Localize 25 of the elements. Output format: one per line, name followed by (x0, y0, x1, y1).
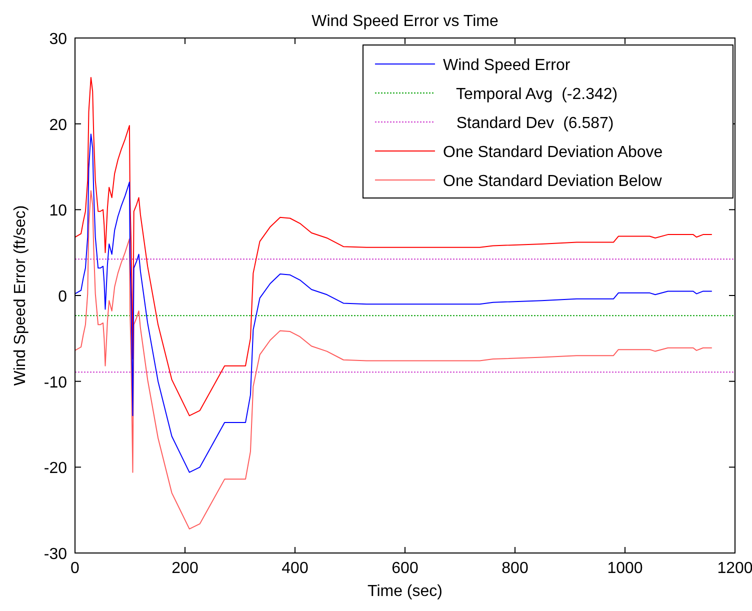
y-tick-label: -10 (44, 374, 68, 392)
x-tick-label: 400 (282, 560, 308, 577)
x-axis-title: Time (sec) (368, 583, 442, 600)
x-tick-label: 1200 (717, 560, 752, 577)
line-series (74, 134, 712, 473)
x-tick-label: 200 (172, 560, 198, 577)
y-tick-label: 10 (49, 202, 68, 220)
x-tick-label: 800 (502, 560, 528, 577)
y-axis-title: Wind Speed Error (ft/sec) (12, 205, 29, 386)
legend-label: Wind Speed Error (443, 57, 571, 74)
x-tick-label: 1000 (607, 560, 643, 577)
y-tick-label: -30 (44, 546, 68, 563)
legend-label: One Standard Deviation Above (443, 144, 663, 161)
legend-label: Standard Dev (6.587) (443, 115, 614, 132)
x-tick-label: 600 (392, 560, 418, 577)
legend-label: Temporal Avg (-2.342) (443, 86, 618, 103)
line-series (74, 190, 712, 530)
y-tick-label: 0 (58, 288, 68, 306)
legend-label: One Standard Deviation Below (443, 173, 662, 190)
y-tick-label: 30 (49, 31, 68, 48)
x-tick-label: 0 (70, 560, 80, 577)
y-tick-label: -20 (44, 460, 68, 478)
y-tick-label: 20 (49, 116, 68, 134)
chart-title: Wind Speed Error vs Time (312, 13, 498, 30)
line-series (74, 76, 712, 416)
